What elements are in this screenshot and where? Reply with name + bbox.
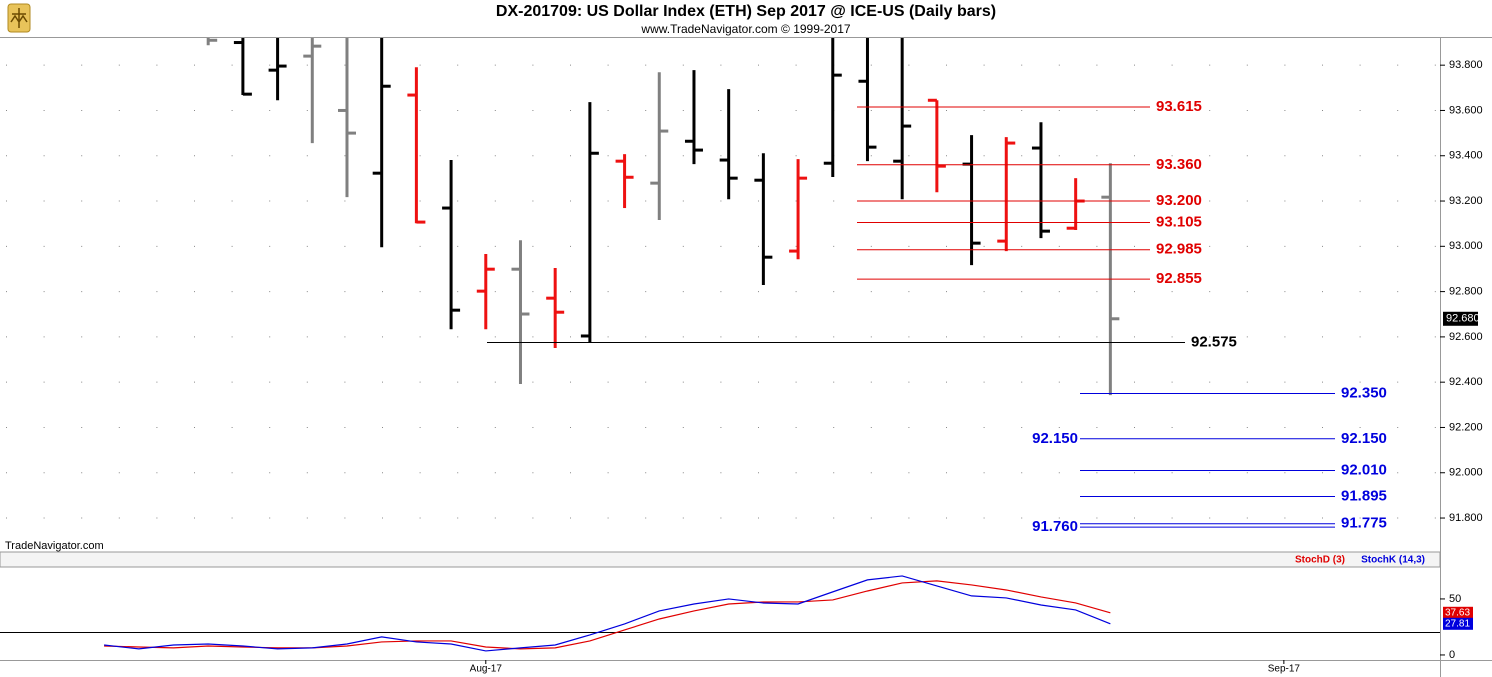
chart-title: DX-201709: US Dollar Index (ETH) Sep 201… (496, 3, 996, 20)
y-tick-label: 93.200 (1449, 195, 1483, 207)
y-tick-label: 92.400 (1449, 376, 1483, 388)
y-tick-label: 92.600 (1449, 331, 1483, 343)
y-tick-label: 91.800 (1449, 512, 1483, 524)
y-tick-label: 92.200 (1449, 421, 1483, 433)
level-label: 93.615 (1156, 98, 1202, 115)
y-tick-label: 92.800 (1449, 286, 1483, 298)
stoch-plot (0, 575, 1440, 652)
level-label: 91.895 (1341, 487, 1387, 504)
level-label: 92.575 (1191, 334, 1237, 351)
stoch-line (104, 580, 1111, 650)
y-tick-label: 93.600 (1449, 104, 1483, 116)
legend-entry: StochK (14,3) (1361, 555, 1425, 566)
last-price-label: 92.680 (1446, 313, 1480, 325)
watermark: TradeNavigator.com (5, 540, 104, 552)
last-value-label: 37.63 (1445, 607, 1470, 618)
legend-entry: StochD (3) (1295, 555, 1345, 566)
level-label: 92.150 (1341, 430, 1387, 447)
last-value-box (1443, 617, 1473, 630)
logo (7, 3, 31, 33)
y-tick-label: 93.400 (1449, 150, 1483, 162)
overlay: 91.800 92.000 92.200 92.400 92.600 92.800 93.0… (470, 59, 1483, 675)
level-label: 91.775 (1341, 515, 1387, 532)
level-label: 92.985 (1156, 241, 1202, 258)
subtitle: www.TradeNavigator.com © 1999-2017 (640, 22, 850, 36)
y-tick-label: 93.800 (1449, 59, 1483, 71)
y-tick-label: 92.000 (1449, 467, 1483, 479)
level-label: 93.200 (1156, 192, 1202, 209)
price-plot (0, 38, 1440, 519)
last-value-box (1443, 606, 1473, 619)
y-tick-label: 50 (1449, 593, 1461, 605)
y-tick-label: 93.000 (1449, 240, 1483, 252)
level-label: 92.150 (1032, 430, 1078, 447)
y-tick-label: 0 (1449, 649, 1455, 661)
stoch-line (104, 575, 1111, 652)
level-label: 91.760 (1032, 518, 1078, 535)
x-tick-label: Aug-17 (470, 664, 503, 675)
level-label: 93.360 (1156, 156, 1202, 173)
x-tick-label: Sep-17 (1268, 664, 1301, 675)
level-label: 92.350 (1341, 384, 1387, 401)
panel-separator (0, 551, 1441, 568)
last-price-box (1443, 311, 1478, 326)
level-label: 92.855 (1156, 270, 1202, 287)
level-label: 92.010 (1341, 461, 1387, 478)
level-label: 93.105 (1156, 214, 1202, 231)
last-value-label: 27.81 (1445, 618, 1470, 629)
